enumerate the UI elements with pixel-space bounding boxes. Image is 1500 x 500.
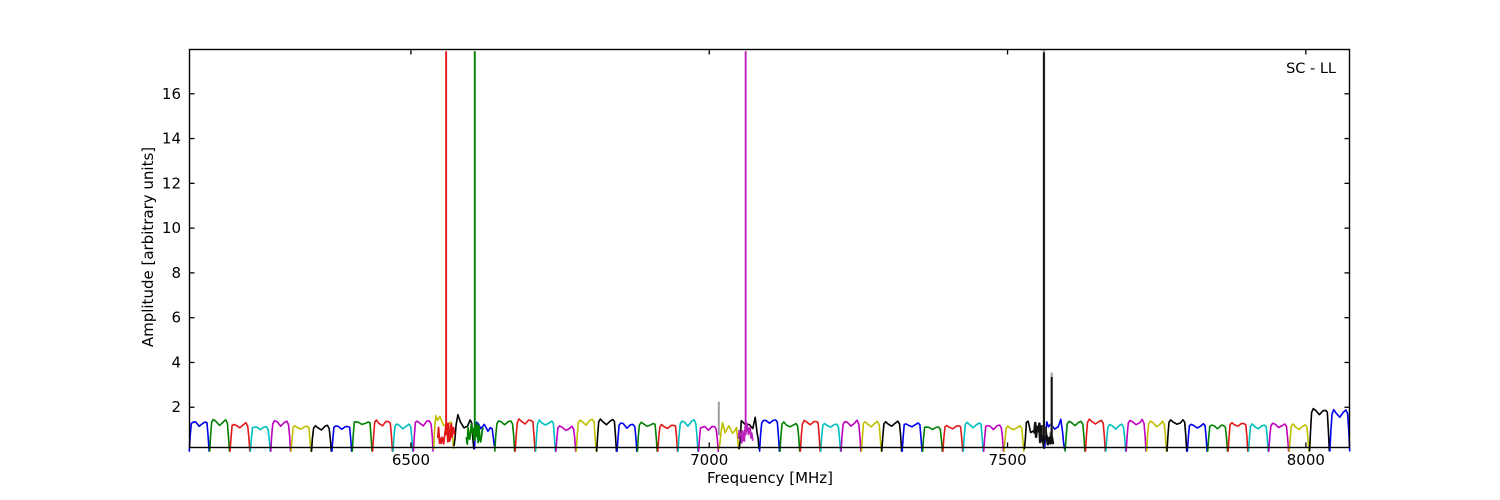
subband-bandpass	[555, 425, 577, 453]
subband-bandpass	[1064, 420, 1086, 452]
subband-bandpass	[412, 420, 434, 452]
subband-bandpass	[1206, 424, 1229, 452]
x-tick-label: 6500	[392, 451, 430, 469]
subband-bandpass	[1145, 420, 1168, 452]
subband-bandpass	[758, 419, 781, 452]
subband-bandpass	[779, 421, 801, 452]
rfi-noise-overlay	[1033, 421, 1055, 446]
subband-bandpass	[310, 424, 333, 452]
subband-bandpass	[738, 416, 760, 450]
x-tick-label: 8000	[1287, 451, 1325, 469]
subband-bandpass	[371, 419, 394, 452]
subband-bandpass	[636, 421, 658, 452]
subband-bandpass	[351, 421, 373, 452]
subband-bandpass	[697, 425, 720, 453]
subband-bandpass	[208, 418, 231, 452]
subband-bandpass	[1003, 425, 1025, 453]
plot-frame	[188, 48, 1351, 449]
subband-bandpass	[1329, 408, 1351, 452]
x-tick-label: 7000	[690, 451, 728, 469]
subband-bandpass	[1166, 419, 1188, 452]
subband-bandpass	[188, 421, 210, 452]
subband-bandpass	[942, 424, 964, 452]
subband-bandpass	[270, 419, 292, 452]
subband-bandpass	[595, 418, 618, 452]
rfi-noise-overlay	[465, 422, 484, 445]
subband-bandpass	[1044, 418, 1066, 450]
x-tick-label: 7500	[988, 451, 1026, 469]
y-tick-label: 14	[162, 130, 181, 148]
subband-bandpass	[718, 421, 740, 450]
y-tick-label: 12	[162, 174, 181, 192]
subband-bandpass	[1125, 418, 1147, 452]
subband-bandpass	[290, 424, 312, 452]
y-tick-label: 6	[171, 309, 181, 327]
subband-bandpass	[982, 424, 1005, 452]
subband-bandpass	[1105, 423, 1127, 452]
y-tick-label: 10	[162, 219, 181, 237]
y-tick-label: 4	[171, 353, 181, 371]
polarization-label: SC - LL	[1286, 61, 1336, 77]
x-axis-label: Frequency [MHz]	[706, 469, 834, 487]
subband-bandpass	[331, 425, 353, 452]
subband-bandpass	[677, 418, 699, 452]
subband-bandpass	[819, 422, 842, 452]
subband-bandpass	[657, 423, 679, 452]
subband-bandpass	[616, 422, 638, 452]
subband-bandpass	[1084, 418, 1107, 452]
y-tick-label: 8	[171, 264, 181, 282]
subband-bandpass	[921, 426, 944, 453]
subband-bandpass	[1308, 407, 1331, 452]
y-tick-label: 16	[162, 85, 181, 103]
subband-bandpass	[494, 420, 516, 452]
subband-bandpass	[249, 426, 271, 453]
subband-bandpass	[1288, 423, 1310, 452]
subband-bandpass	[881, 420, 903, 452]
subband-bandpass	[229, 421, 251, 452]
subband-bandpass	[962, 421, 984, 452]
subband-bandpass	[1268, 422, 1290, 452]
subband-bandpass	[860, 420, 882, 452]
y-tick-label: 2	[171, 398, 181, 416]
subband-bandpass	[534, 419, 557, 452]
subband-bandpass	[901, 422, 923, 452]
subband-bandpass	[1186, 422, 1208, 452]
y-axis-label: Amplitude [arbitrary units]	[139, 146, 157, 348]
subband-bandpass	[799, 419, 821, 452]
subband-bandpass	[840, 419, 862, 452]
subband-bandpass	[1247, 423, 1269, 452]
subband-bandpass	[575, 418, 597, 452]
subband-bandpass	[1227, 422, 1249, 452]
subband-bandpass	[392, 423, 414, 452]
subband-bandpass	[514, 418, 536, 452]
